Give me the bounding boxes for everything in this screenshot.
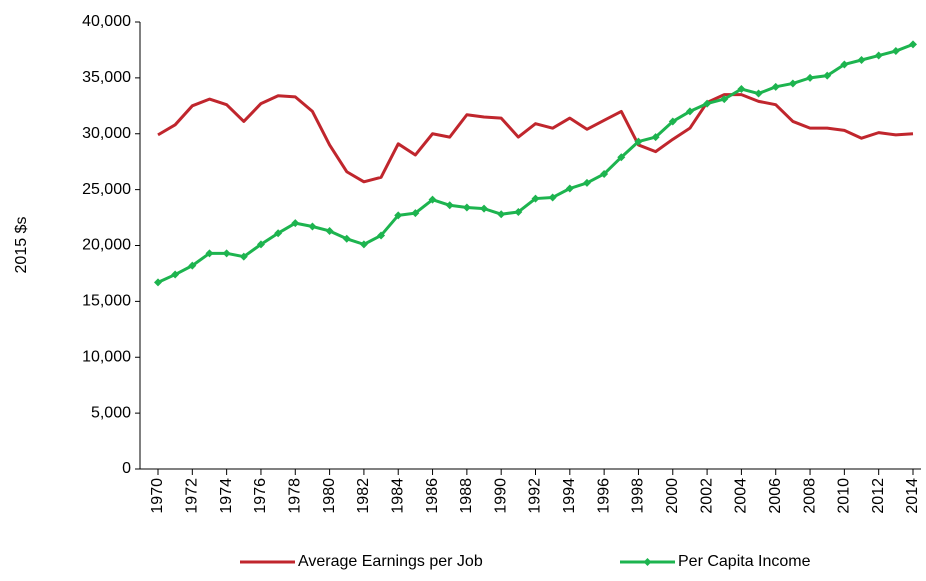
point-marker <box>377 231 386 240</box>
x-tick-label: 2004 <box>733 478 750 514</box>
y-tick-label: 25,000 <box>82 181 131 198</box>
x-tick-label: 1998 <box>630 478 647 514</box>
x-tick-label: 2000 <box>664 478 681 514</box>
point-marker <box>565 184 574 193</box>
point-marker <box>651 133 660 142</box>
x-tick-label: 1970 <box>149 478 166 514</box>
point-marker <box>617 153 626 162</box>
point-marker <box>445 201 454 210</box>
point-marker <box>428 195 437 204</box>
legend-label: Average Earnings per Job <box>298 553 483 570</box>
y-tick-label: 20,000 <box>82 237 131 254</box>
x-tick-label: 1990 <box>492 478 509 514</box>
point-marker <box>754 89 763 98</box>
point-marker <box>308 222 317 231</box>
point-marker <box>771 82 780 91</box>
x-tick-label: 2002 <box>698 478 715 514</box>
point-marker <box>154 278 162 287</box>
y-tick-label: 10,000 <box>82 348 131 365</box>
point-marker <box>668 117 677 126</box>
x-tick-label: 1982 <box>355 478 372 514</box>
x-tick-label: 1988 <box>458 478 475 514</box>
point-marker <box>205 249 214 258</box>
y-tick-label: 40,000 <box>82 13 131 30</box>
point-marker <box>685 107 694 116</box>
point-marker <box>531 194 540 203</box>
point-marker <box>909 40 917 49</box>
point-marker <box>274 229 283 238</box>
point-marker <box>514 207 523 216</box>
y-axis-label: 2015 $s <box>13 217 30 274</box>
point-marker <box>806 73 815 82</box>
y-tick-label: 15,000 <box>82 293 131 310</box>
y-tick-label: 0 <box>122 460 131 477</box>
x-tick-label: 1976 <box>252 478 269 514</box>
point-marker <box>188 261 197 270</box>
point-marker <box>256 240 265 249</box>
point-marker <box>720 95 729 104</box>
point-marker <box>582 178 591 187</box>
x-tick-label: 1992 <box>527 478 544 514</box>
point-marker <box>359 240 368 249</box>
y-tick-label: 35,000 <box>82 69 131 86</box>
point-marker <box>411 209 420 218</box>
legend-label: Per Capita Income <box>678 553 811 570</box>
point-marker <box>857 55 866 64</box>
point-marker <box>222 249 231 258</box>
series-line <box>157 42 914 284</box>
x-tick-label: 1984 <box>389 478 406 514</box>
y-tick-label: 30,000 <box>82 125 131 142</box>
point-marker <box>788 79 797 88</box>
point-marker <box>840 60 849 69</box>
point-marker <box>703 99 712 108</box>
x-tick-label: 2008 <box>801 478 818 514</box>
x-tick-label: 1986 <box>424 478 441 514</box>
series-line <box>157 93 914 184</box>
point-marker <box>891 47 900 56</box>
x-tick-label: 1996 <box>595 478 612 514</box>
x-tick-label: 1978 <box>286 478 303 514</box>
point-marker <box>497 210 506 219</box>
point-marker <box>737 85 746 94</box>
x-tick-label: 1994 <box>561 478 578 514</box>
point-marker <box>291 219 300 228</box>
point-marker <box>823 71 832 80</box>
point-marker <box>874 51 883 60</box>
point-marker <box>171 270 180 279</box>
x-tick-label: 1974 <box>218 478 235 514</box>
point-marker <box>634 137 643 146</box>
y-tick-label: 5,000 <box>91 404 131 421</box>
point-marker <box>600 169 609 178</box>
legend-marker <box>643 558 652 566</box>
point-marker <box>480 204 489 213</box>
x-tick-label: 1980 <box>321 478 338 514</box>
point-marker <box>342 234 351 243</box>
point-marker <box>239 252 248 261</box>
x-tick-label: 1972 <box>184 478 201 514</box>
x-tick-label: 2012 <box>870 478 887 514</box>
point-marker <box>462 203 471 212</box>
x-tick-label: 2014 <box>904 478 921 514</box>
point-marker <box>548 193 557 202</box>
point-marker <box>325 226 334 235</box>
x-tick-label: 2006 <box>767 478 784 514</box>
x-tick-label: 2010 <box>836 478 853 514</box>
point-marker <box>394 211 403 220</box>
